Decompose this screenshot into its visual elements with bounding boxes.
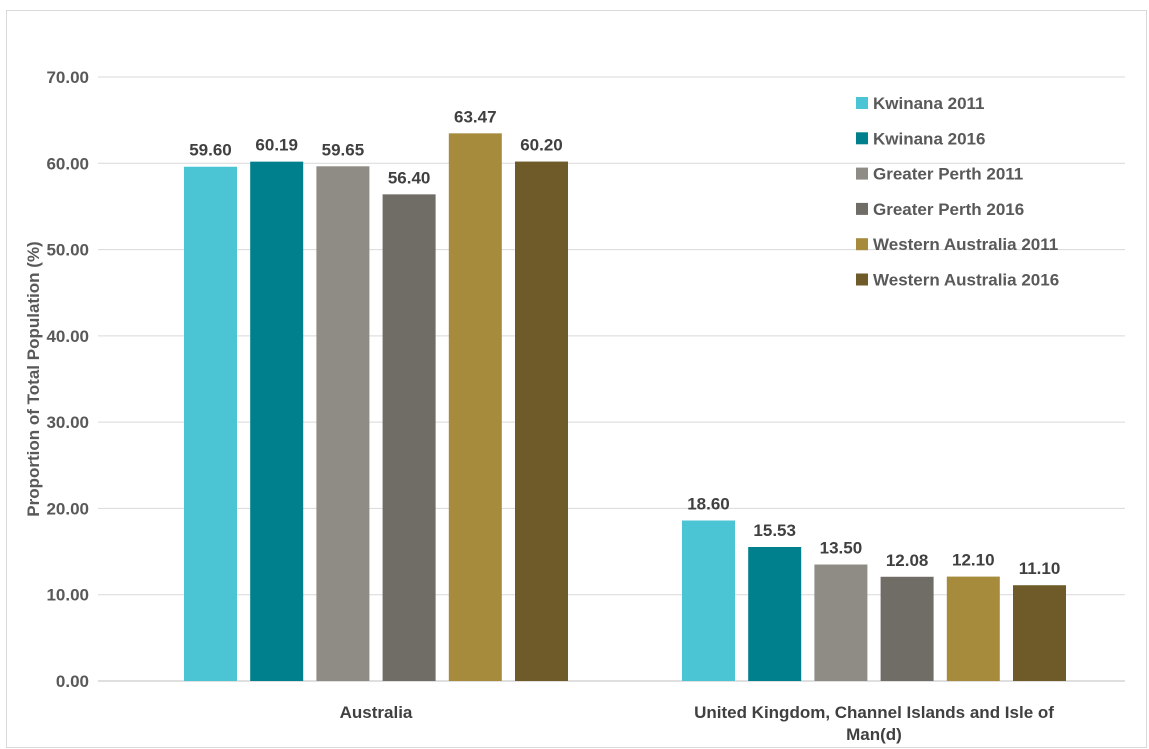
data-label: 15.53 (753, 521, 796, 540)
data-label: 59.65 (322, 140, 365, 159)
y-tick-label: 70.00 (46, 68, 89, 87)
bars (184, 133, 1066, 682)
legend-label: Kwinana 2011 (873, 94, 985, 113)
y-tick-label: 60.00 (46, 154, 89, 173)
legend-label: Greater Perth 2011 (873, 165, 1023, 184)
legend-swatch (856, 132, 868, 145)
legend-swatch (856, 238, 868, 251)
bar (184, 166, 237, 682)
y-axis-label: Proportion of Total Population (%) (24, 241, 43, 516)
category-labels: Australia United Kingdom, Channel Islands… (340, 703, 1055, 744)
category-label: Australia (340, 703, 413, 722)
data-label: 60.20 (520, 136, 563, 155)
legend-label: Greater Perth 2016 (873, 200, 1024, 219)
category-label: United Kingdom, Channel Islands and Isle… (694, 703, 1054, 722)
bar (382, 194, 436, 681)
legend-swatch (856, 97, 868, 109)
y-axis-ticks: 0.00 10.00 20.00 30.00 40.00 50.00 60.00 70.00 (46, 68, 89, 691)
legend-label: Western Australia 2011 (873, 235, 1058, 254)
data-label: 12.10 (952, 551, 995, 570)
data-label: 56.40 (388, 168, 431, 187)
legend: Kwinana 2011 Kwinana 2016 Greater Perth 20… (856, 94, 1059, 290)
legend-label: Western Australia 2016 (873, 271, 1059, 290)
data-label: 13.50 (820, 539, 863, 558)
y-tick-label: 10.00 (46, 586, 89, 605)
bar (946, 576, 1000, 681)
category-label: Man(d) (846, 725, 902, 744)
bar (250, 161, 304, 681)
legend-label: Kwinana 2016 (873, 129, 985, 148)
bar (814, 564, 868, 681)
bar (1013, 585, 1066, 681)
y-tick-label: 20.00 (46, 499, 89, 518)
bar (515, 161, 568, 681)
chart-frame (6, 10, 1147, 748)
y-tick-label: 30.00 (46, 413, 89, 432)
y-tick-label: 40.00 (46, 327, 89, 346)
data-label: 63.47 (454, 107, 497, 126)
bar (748, 546, 802, 681)
y-tick-label: 0.00 (56, 672, 89, 691)
legend-swatch (856, 273, 868, 286)
legend-swatch (856, 167, 868, 180)
bar (448, 133, 502, 681)
bar (682, 520, 735, 681)
bar (880, 576, 934, 681)
bar (316, 166, 370, 681)
y-tick-label: 50.00 (46, 241, 89, 260)
data-label: 11.10 (1019, 559, 1061, 578)
legend-swatch (856, 202, 868, 215)
data-label: 60.19 (255, 136, 298, 155)
data-label: 59.60 (189, 141, 232, 160)
data-label: 18.60 (687, 495, 730, 514)
data-labels: 59.60 60.19 59.65 56.40 63.47 60.20 18.60 15.53… (189, 107, 1060, 578)
data-label: 12.08 (886, 551, 929, 570)
